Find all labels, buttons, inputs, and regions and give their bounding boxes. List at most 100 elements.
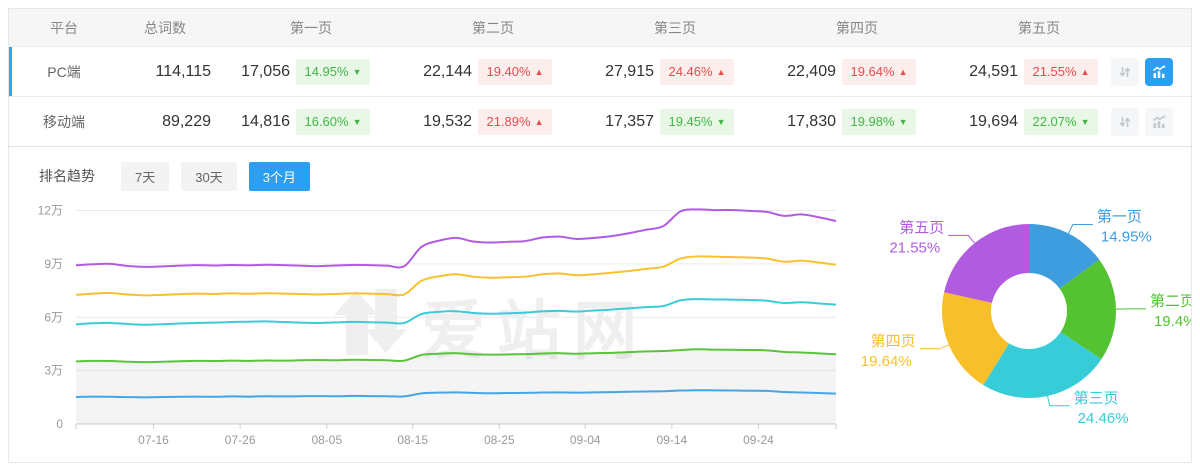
col-header-page1: 第一页 bbox=[290, 19, 332, 36]
svg-text:第四页: 第四页 bbox=[871, 332, 916, 350]
series-line-第三页[interactable] bbox=[75, 298, 837, 326]
trend-arrow-icon: ▲ bbox=[534, 66, 544, 77]
page5-count: 24,591 bbox=[969, 62, 1018, 80]
series-line-第四页[interactable] bbox=[75, 255, 837, 297]
series-line-第二页[interactable] bbox=[75, 348, 837, 364]
svg-text:07-16: 07-16 bbox=[138, 433, 169, 447]
tab-3months[interactable]: 3个月 bbox=[248, 161, 310, 191]
trend-chart[interactable]: 0 3万 6万 9万 12万 07-16 07-26 08-05 08-15 08-25 09-04… bbox=[9, 174, 1192, 463]
trend-arrow-icon: ▼ bbox=[716, 116, 726, 127]
page2-cell: 22,144 19.40% ▲ bbox=[416, 58, 598, 85]
svg-text:07-26: 07-26 bbox=[225, 433, 256, 447]
page3-change-badge: 24.46% ▲ bbox=[660, 58, 734, 85]
area-fill bbox=[76, 349, 836, 424]
trend-section-title: 排名趋势 bbox=[39, 168, 95, 184]
pie-label-line bbox=[948, 234, 975, 244]
pie-slice-第五页[interactable] bbox=[944, 224, 1029, 303]
svg-text:9万: 9万 bbox=[44, 257, 63, 271]
pie-slice-第三页[interactable] bbox=[983, 332, 1102, 399]
svg-text:08-15: 08-15 bbox=[397, 433, 428, 447]
page5-count: 19,694 bbox=[969, 112, 1018, 130]
svg-text:6万: 6万 bbox=[44, 310, 63, 324]
svg-text:09-14: 09-14 bbox=[656, 433, 687, 447]
svg-text:09-24: 09-24 bbox=[743, 433, 774, 447]
sort-arrows-icon[interactable] bbox=[1111, 57, 1139, 86]
page1-count: 17,056 bbox=[241, 62, 290, 80]
table-header-row: 平台 总词数 第一页 第二页 第三页 第四页 第五页 bbox=[9, 9, 1191, 46]
col-header-total-words: 总词数 bbox=[144, 19, 186, 36]
page1-change-badge: 14.95% ▼ bbox=[296, 58, 370, 85]
page4-cell: 22,409 19.64% ▲ bbox=[780, 58, 962, 85]
page5-cell: 19,694 22.07% ▼ bbox=[962, 108, 1102, 135]
platform-label: PC端 bbox=[47, 63, 81, 80]
tab-30days[interactable]: 30天 bbox=[181, 161, 237, 191]
total-words-value: 89,229 bbox=[162, 112, 211, 130]
table-row-pc[interactable]: PC端 114,115 17,056 14.95% ▼ 22,144 19.40%… bbox=[9, 46, 1191, 96]
pie-label-line bbox=[1047, 395, 1070, 407]
trend-arrow-icon: ▲ bbox=[716, 66, 726, 77]
svg-text:08-25: 08-25 bbox=[484, 433, 515, 447]
page4-cell: 17,830 19.98% ▼ bbox=[780, 108, 962, 135]
show-trend-chart-icon[interactable] bbox=[1145, 107, 1173, 136]
page1-count: 14,816 bbox=[241, 112, 290, 130]
pie-label-line bbox=[919, 344, 950, 350]
trend-arrow-icon: ▲ bbox=[534, 116, 544, 127]
page5-change-badge: 21.55% ▲ bbox=[1024, 58, 1098, 85]
page3-count: 17,357 bbox=[605, 112, 654, 130]
page4-change-badge: 19.98% ▼ bbox=[842, 108, 916, 135]
svg-text:第五页: 第五页 bbox=[899, 218, 944, 236]
page1-cell: 17,056 14.95% ▼ bbox=[234, 58, 416, 85]
page3-count: 27,915 bbox=[605, 62, 654, 80]
page3-change-badge: 19.45% ▼ bbox=[660, 108, 734, 135]
page2-change-badge: 19.40% ▲ bbox=[478, 58, 552, 85]
trend-arrow-icon: ▲ bbox=[898, 66, 908, 77]
page3-cell: 27,915 24.46% ▲ bbox=[598, 58, 780, 85]
svg-text:08-05: 08-05 bbox=[311, 433, 342, 447]
sort-arrows-icon[interactable] bbox=[1111, 107, 1139, 136]
trend-arrow-icon: ▲ bbox=[1080, 66, 1090, 77]
pie-slice-第一页[interactable] bbox=[1029, 223, 1100, 289]
col-header-page4: 第四页 bbox=[836, 19, 878, 36]
page2-change-badge: 21.89% ▲ bbox=[478, 108, 552, 135]
page1-change-badge: 16.60% ▼ bbox=[296, 108, 370, 135]
trend-arrow-icon: ▼ bbox=[1080, 116, 1090, 127]
svg-text:09-04: 09-04 bbox=[570, 433, 601, 447]
col-header-platform: 平台 bbox=[50, 19, 78, 36]
page4-change-badge: 19.64% ▲ bbox=[842, 58, 916, 85]
series-line-第五页[interactable] bbox=[75, 208, 837, 269]
rank-table: 平台 总词数 第一页 第二页 第三页 第四页 第五页 PC端 114,115 1… bbox=[9, 9, 1191, 147]
page4-count: 17,830 bbox=[787, 112, 836, 130]
page4-count: 22,409 bbox=[787, 62, 836, 80]
svg-text:19.4%: 19.4% bbox=[1154, 313, 1192, 330]
series-line-第一页[interactable] bbox=[75, 389, 837, 399]
trend-header: 排名趋势 7天 30天 3个月 bbox=[39, 161, 1191, 191]
show-trend-chart-icon[interactable] bbox=[1145, 57, 1173, 86]
svg-text:19.64%: 19.64% bbox=[861, 353, 912, 370]
svg-text:3万: 3万 bbox=[44, 364, 63, 378]
svg-text:12万: 12万 bbox=[38, 204, 63, 218]
svg-text:24.46%: 24.46% bbox=[1078, 410, 1129, 427]
page2-cell: 19,532 21.89% ▲ bbox=[416, 108, 598, 135]
pie-slice-第四页[interactable] bbox=[941, 292, 1010, 386]
platform-label: 移动端 bbox=[43, 113, 85, 130]
trend-arrow-icon: ▼ bbox=[898, 116, 908, 127]
page2-count: 19,532 bbox=[423, 112, 472, 130]
table-row-mobile[interactable]: 移动端 89,229 14,816 16.60% ▼ 19,532 21.89% ▲… bbox=[9, 96, 1191, 146]
trend-arrow-icon: ▼ bbox=[352, 66, 362, 77]
keyword-rank-panel: 平台 总词数 第一页 第二页 第三页 第四页 第五页 PC端 114,115 1… bbox=[8, 8, 1192, 463]
tab-7days[interactable]: 7天 bbox=[121, 161, 170, 191]
svg-text:14.95%: 14.95% bbox=[1101, 229, 1152, 246]
col-header-page2: 第二页 bbox=[472, 19, 514, 36]
trend-arrow-icon: ▼ bbox=[352, 116, 362, 127]
page2-count: 22,144 bbox=[423, 62, 472, 80]
svg-text:第一页: 第一页 bbox=[1097, 208, 1142, 226]
svg-text:21.55%: 21.55% bbox=[889, 239, 940, 256]
page5-change-badge: 22.07% ▼ bbox=[1024, 108, 1098, 135]
pie-label-line bbox=[1067, 224, 1093, 234]
page5-cell: 24,591 21.55% ▲ bbox=[962, 58, 1102, 85]
total-words-value: 114,115 bbox=[155, 62, 211, 80]
col-header-page3: 第三页 bbox=[654, 19, 696, 36]
watermark-text: 爱站网 bbox=[421, 295, 649, 367]
pie-slice-第二页[interactable] bbox=[1059, 259, 1116, 360]
page3-cell: 17,357 19.45% ▼ bbox=[598, 108, 780, 135]
